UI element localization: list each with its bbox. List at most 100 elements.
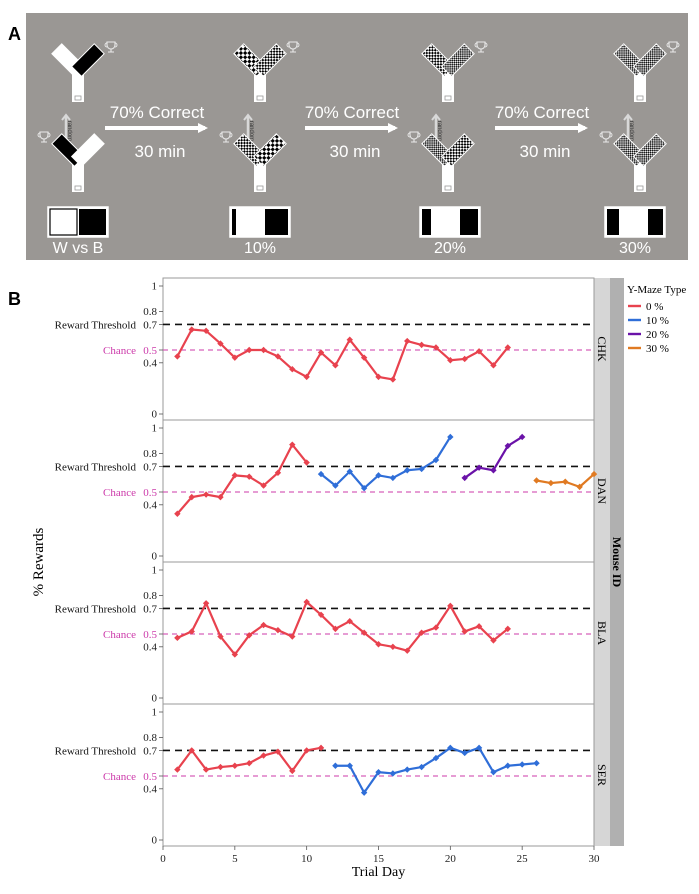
plot-frame <box>162 419 595 563</box>
data-point <box>346 336 353 343</box>
y-tick-label: 0.8 <box>143 590 157 602</box>
panel-a-background <box>26 13 688 260</box>
data-point <box>317 611 325 618</box>
data-point <box>332 625 339 633</box>
data-point <box>303 373 310 381</box>
stimulus-box-stage-1: W vs B <box>47 206 109 257</box>
x-tick-label: 20 <box>445 853 457 865</box>
y-tick-label: 1 <box>152 281 158 293</box>
reward-threshold-label: Reward Threshold <box>55 461 137 473</box>
data-point <box>461 355 468 363</box>
progression-arrows: 70% Correct 30 min 70% Correct 30 min 70% Co… <box>105 103 590 161</box>
stimulus-box-stage-3: 20% <box>419 206 481 257</box>
data-point <box>375 641 382 648</box>
start-box <box>74 95 82 101</box>
stage-label: 20% <box>434 240 466 257</box>
y-tick-label: 1 <box>152 423 158 435</box>
data-point <box>188 493 195 501</box>
data-point <box>490 467 497 474</box>
y-tick-label: 0 <box>152 551 158 563</box>
data-point <box>217 493 224 501</box>
chance-label: Chance <box>103 487 136 499</box>
data-point <box>475 464 483 471</box>
data-point <box>576 483 583 491</box>
reward-threshold-value: 0.7 <box>143 745 157 757</box>
right-arm <box>252 133 287 168</box>
data-point <box>303 747 310 754</box>
data-point <box>590 470 598 478</box>
data-point <box>332 362 339 369</box>
data-point <box>188 326 195 333</box>
reward-threshold-label: Reward Threshold <box>55 745 137 757</box>
data-point <box>174 634 181 642</box>
maze-stem <box>72 72 84 102</box>
rewards-chart: Mouse ID CHK 0 0.4 0.8 1 Reward Threshold 0.7 Ch… <box>31 277 624 880</box>
y-maze-top-stage-4 <box>613 43 667 102</box>
start-box <box>74 185 82 191</box>
maze-stem <box>72 162 84 192</box>
y-tick-label: 0.8 <box>143 306 157 318</box>
stimulus-box-stage-2: 10% <box>229 206 291 257</box>
data-point <box>332 482 339 489</box>
switch-head-up <box>431 113 441 121</box>
right-arm <box>632 133 667 168</box>
facet-title-strip <box>610 278 624 846</box>
random-label: random <box>66 121 72 141</box>
data-point <box>202 327 210 334</box>
data-point <box>475 623 483 630</box>
series-line-0-percent <box>176 443 308 515</box>
data-point <box>231 354 239 361</box>
black-panel <box>79 209 106 235</box>
data-point <box>447 602 454 610</box>
stage-label: 10% <box>244 240 276 257</box>
white-bar <box>261 209 265 235</box>
white-bar <box>451 209 460 235</box>
data-point <box>447 357 454 364</box>
y-tick-label: 0 <box>152 409 158 421</box>
stage-stimulus-boxes: W vs B 10% 20% 30% <box>47 206 666 257</box>
data-point <box>418 465 425 473</box>
data-point <box>289 767 296 775</box>
data-point <box>246 632 253 639</box>
data-point <box>202 766 210 773</box>
reward-threshold-value: 0.7 <box>143 319 157 331</box>
data-point <box>504 344 511 351</box>
y-maze-top-stage-3 <box>421 43 475 102</box>
data-point <box>231 651 239 658</box>
data-point <box>174 766 181 773</box>
facet-title: Mouse ID <box>610 537 624 588</box>
legend-entry: 0 % <box>646 301 663 313</box>
data-point <box>274 748 282 755</box>
data-point <box>562 478 569 485</box>
reward-threshold-label: Reward Threshold <box>55 603 137 615</box>
data-point <box>432 624 440 631</box>
data-point <box>418 629 425 636</box>
data-point <box>360 354 368 361</box>
criterion-label: 70% Correct <box>110 103 205 122</box>
data-point <box>260 752 267 759</box>
y-maze-bottom-stage-4 <box>613 133 667 192</box>
data-point <box>447 744 454 752</box>
panel-dan: DAN 0 0.4 0.8 1 Reward Threshold 0.7 Chance 0.5 <box>55 419 609 563</box>
y-tick-label: 0.4 <box>143 783 157 795</box>
data-point <box>303 598 310 606</box>
chart-legend: Y-Maze Type 0 % 10 % 20 % 30 % <box>627 284 686 355</box>
black-panel <box>261 209 288 235</box>
x-tick-label: 10 <box>301 853 313 865</box>
data-point <box>389 376 397 383</box>
right-arm <box>440 43 475 78</box>
y-tick-label: 0 <box>152 835 158 847</box>
data-point <box>217 633 224 640</box>
data-point <box>418 341 425 349</box>
data-point <box>404 766 411 773</box>
series-line-10-percent <box>320 436 452 490</box>
right-arm <box>632 43 667 78</box>
data-point <box>202 491 210 498</box>
facet-label: CHK <box>595 336 609 362</box>
black-bar <box>422 209 431 235</box>
black-bar <box>607 209 619 235</box>
maze-stem <box>442 162 454 192</box>
data-point <box>289 441 296 448</box>
data-point <box>475 744 483 752</box>
